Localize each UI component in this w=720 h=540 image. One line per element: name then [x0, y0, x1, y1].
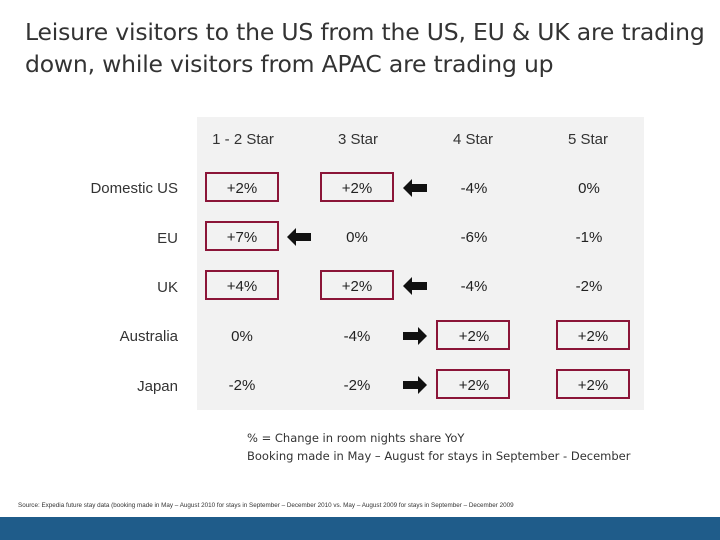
title-line-1: Leisure visitors to the US from the US, … — [25, 18, 705, 46]
table-cell: -4% — [343, 328, 371, 345]
col-header-5-star: 5 Star — [567, 131, 609, 148]
arrow-left-icon — [403, 277, 427, 295]
slide-title: Leisure visitors to the US from the US, … — [25, 16, 705, 80]
table-cell: 0% — [578, 180, 600, 197]
table-cell: -4% — [460, 278, 488, 295]
table-cell: 0% — [231, 328, 253, 345]
table-notes: % = Change in room nights share YoY Book… — [247, 429, 630, 465]
arrow-left-icon — [403, 179, 427, 197]
row-header-uk: UK — [157, 279, 178, 296]
table-cell: +2% — [341, 180, 373, 197]
highlight-box — [556, 369, 630, 399]
note-line-1: % = Change in room nights share YoY — [247, 431, 465, 445]
table-cell: +2% — [577, 377, 609, 394]
row-header-japan: Japan — [137, 378, 178, 395]
table-cell: 0% — [346, 229, 368, 246]
table-cell: +4% — [226, 278, 258, 295]
row-header-australia: Australia — [119, 328, 178, 345]
highlight-box — [320, 270, 394, 300]
arrow-right-icon — [403, 376, 427, 394]
table-cell: +2% — [341, 278, 373, 295]
table-cell: -6% — [460, 229, 488, 246]
source-citation: Source: Expedia future stay data (bookin… — [18, 502, 514, 509]
table-cell: +7% — [226, 229, 258, 246]
table-cell: +2% — [226, 180, 258, 197]
highlight-box — [556, 320, 630, 350]
note-line-2: Booking made in May – August for stays i… — [247, 449, 631, 463]
table-cell: -2% — [228, 377, 256, 394]
title-line-2: down, while visitors from APAC are tradi… — [25, 50, 554, 78]
footer-bar — [0, 517, 720, 540]
arrow-right-icon — [403, 327, 427, 345]
table-cell: -2% — [575, 278, 603, 295]
highlight-box — [436, 320, 510, 350]
table-cell: -2% — [343, 377, 371, 394]
table-cell: +2% — [458, 328, 490, 345]
col-header-4-star: 4 Star — [452, 131, 494, 148]
row-header-domestic-us: Domestic US — [90, 180, 178, 197]
table-background — [197, 117, 644, 410]
col-header-3-star: 3 Star — [337, 131, 379, 148]
row-header-eu: EU — [157, 230, 178, 247]
highlight-box — [205, 172, 279, 202]
table-cell: -1% — [575, 229, 603, 246]
col-header-1-2-star: 1 - 2 Star — [212, 131, 274, 148]
table-cell: -4% — [460, 180, 488, 197]
highlight-box — [436, 369, 510, 399]
highlight-box — [205, 221, 279, 251]
highlight-box — [320, 172, 394, 202]
highlight-box — [205, 270, 279, 300]
arrow-left-icon — [287, 228, 311, 246]
table-cell: +2% — [458, 377, 490, 394]
table-cell: +2% — [577, 328, 609, 345]
